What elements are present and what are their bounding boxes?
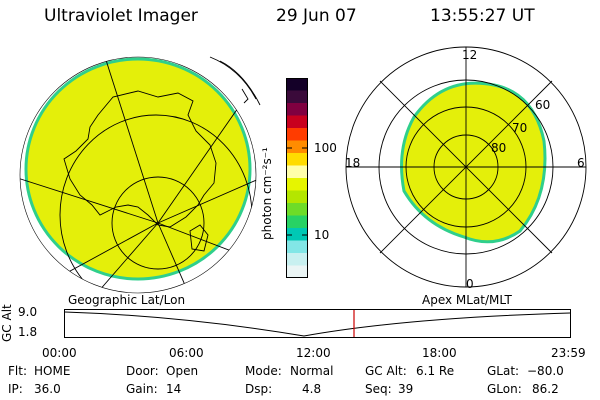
coastline — [63, 90, 217, 228]
auroral-oval — [400, 81, 547, 244]
time-tick-4: 23:59 — [551, 346, 586, 360]
gain-label: Gain: — [126, 382, 158, 396]
mode-value: Normal — [290, 364, 334, 378]
seq-label: Seq: — [365, 382, 392, 396]
geographic-map — [19, 56, 257, 294]
gcalt-label: GC Alt: — [365, 364, 407, 378]
mode-label: Mode: — [245, 364, 282, 378]
ip-value: 36.0 — [34, 382, 61, 396]
colorbar-swatch — [286, 165, 308, 179]
time-tick-2: 12:00 — [296, 346, 331, 360]
colorbar-swatch — [286, 190, 308, 204]
altitude-curve — [64, 311, 571, 337]
dsp-label: Dsp: — [245, 382, 273, 396]
colorbar-swatch — [286, 103, 308, 116]
door-value: Open — [166, 364, 199, 378]
colorbar-swatch — [286, 240, 308, 254]
glat-label: GLat: — [487, 364, 520, 378]
dsp-value: 4.8 — [302, 382, 322, 396]
altitude-tick-max: 9.0 — [18, 305, 38, 319]
mlt-label-6: 6 — [577, 156, 585, 170]
glon-value: 86.2 — [532, 382, 559, 396]
time-tick-0: 00:00 — [42, 346, 77, 360]
mlt-label-0: 0 — [466, 277, 474, 291]
polar-mlt-map — [345, 46, 587, 288]
geographic-caption: Geographic Lat/Lon — [68, 293, 186, 307]
mlat-label-80: 80 — [491, 141, 507, 155]
colorbar-swatch — [286, 115, 308, 129]
colorbar-swatch — [286, 203, 308, 216]
colorbar-swatch — [286, 253, 308, 266]
glon-label: GLon: — [487, 382, 522, 396]
seq-value: 39 — [398, 382, 414, 396]
auroral-image — [24, 57, 252, 281]
colorbar-unit-label: photon cm⁻²s⁻¹ — [260, 147, 274, 240]
coastline-island — [189, 224, 209, 252]
colorbar-swatch — [286, 228, 308, 241]
flt-label: Flt: — [8, 364, 27, 378]
mlt-label-12: 12 — [462, 48, 478, 62]
mlat-label-70: 70 — [512, 121, 528, 135]
time-tick-1: 06:00 — [169, 346, 204, 360]
gain-value: 14 — [166, 382, 182, 396]
latitude-circle — [111, 176, 205, 270]
altitude-plot — [64, 309, 571, 338]
flt-value: HOME — [34, 364, 71, 378]
gcalt-value: 6.1 Re — [416, 364, 455, 378]
colorbar-swatch — [286, 90, 308, 104]
altitude-axis-title: GC Alt — [0, 304, 14, 342]
altitude-tick-min: 1.8 — [18, 325, 38, 339]
colorbar-swatch — [286, 128, 308, 141]
glat-value: −80.0 — [527, 364, 564, 378]
date-label: 29 Jun 07 — [276, 6, 357, 26]
mlat-label-60: 60 — [535, 98, 551, 112]
app-title: Ultraviolet Imager — [44, 6, 198, 26]
colorbar-swatch — [286, 215, 308, 229]
colorbar-swatch — [286, 178, 308, 191]
colorbar-swatch — [286, 153, 308, 166]
mlt-spokes — [346, 47, 586, 287]
colorbar-swatch — [286, 265, 308, 278]
colorbar-swatch — [286, 140, 308, 154]
apex-caption: Apex MLat/MLT — [422, 293, 512, 307]
colorbar-tick-100: 100 — [314, 141, 337, 155]
colorbar-tick-10: 10 — [314, 228, 330, 242]
map-edge-arcs — [209, 56, 261, 106]
color-scale-bar — [286, 78, 308, 278]
door-label: Door: — [126, 364, 159, 378]
ip-label: IP: — [8, 382, 23, 396]
mlt-label-18: 18 — [345, 156, 361, 170]
time-label: 13:55:27 UT — [430, 6, 535, 26]
colorbar-swatch — [286, 78, 308, 91]
time-tick-3: 18:00 — [422, 346, 457, 360]
